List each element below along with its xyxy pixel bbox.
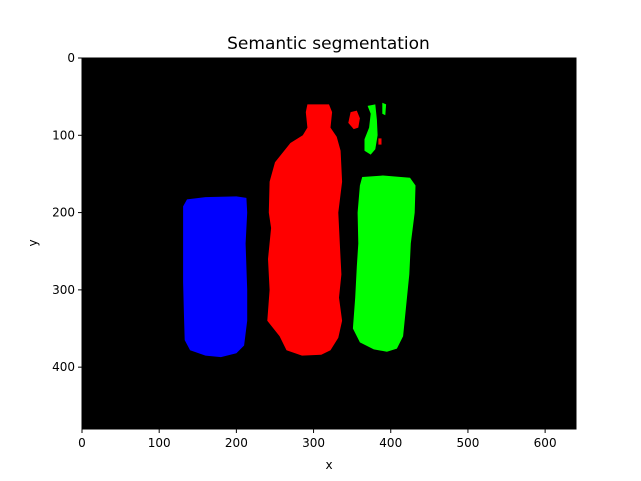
segment-region-6 <box>348 110 360 130</box>
segment-region-4 <box>364 104 378 155</box>
y-axis-ticks: 0 100 200 300 400 <box>52 51 82 374</box>
segment-region-3 <box>352 175 416 352</box>
segment-region-2 <box>267 104 343 356</box>
segment-region-1 <box>183 196 248 358</box>
x-axis-ticks: 0 100 200 300 400 500 600 <box>78 429 557 450</box>
x-tick-label: 600 <box>534 436 557 450</box>
segment-region-5 <box>382 102 387 116</box>
plot-frame <box>81 57 577 430</box>
y-tick-label: 400 <box>52 360 75 374</box>
x-tick-label: 100 <box>148 436 171 450</box>
segments-layer <box>183 102 416 358</box>
x-tick-label: 0 <box>78 436 86 450</box>
y-axis-label: y <box>26 239 40 246</box>
y-tick-label: 100 <box>52 128 75 142</box>
x-tick-label: 400 <box>379 436 402 450</box>
x-axis-label: x <box>325 458 332 472</box>
y-tick-label: 200 <box>52 206 75 220</box>
chart-title: Semantic segmentation <box>227 34 430 54</box>
x-tick-label: 200 <box>225 436 248 450</box>
y-tick-label: 0 <box>67 51 75 65</box>
x-tick-label: 300 <box>302 436 325 450</box>
segment-region-7 <box>378 138 382 145</box>
y-tick-label: 300 <box>52 283 75 297</box>
x-tick-label: 500 <box>456 436 479 450</box>
